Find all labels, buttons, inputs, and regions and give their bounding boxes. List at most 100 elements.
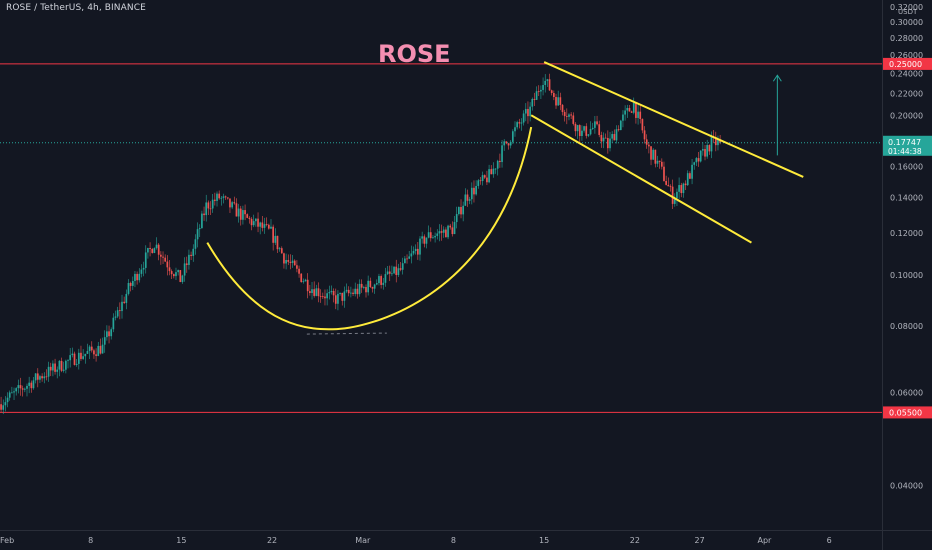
candle-body [375,283,378,285]
candle-body [73,353,76,365]
candle-body [311,289,313,293]
candle-body [378,276,380,284]
x-tick-label: 15 [539,536,549,545]
candle-body [103,337,106,345]
candle-body [95,354,97,356]
candle-body [704,149,706,157]
candle-body [665,180,667,185]
candle-body [293,260,296,266]
candle-body [36,373,39,380]
candle-body [13,391,15,393]
candle-body [470,187,473,200]
candle-body [337,293,339,304]
candle-body [201,213,203,229]
candle-body [568,114,570,117]
candle-body [401,263,404,270]
candle-body [350,292,352,294]
candle-body [365,287,367,293]
candle-body [477,180,480,186]
candle-body [397,268,400,276]
channel-lower-line[interactable] [530,114,752,244]
candle-body [326,293,328,299]
y-tick-label: 0.12000 [890,229,923,238]
candle-body [639,111,642,119]
candle-body [106,331,108,338]
candle-body [116,310,119,317]
cup-curve[interactable] [206,126,533,331]
candle-body [445,229,447,238]
channel-upper-line[interactable] [543,61,804,178]
candle-body [507,143,510,146]
candle-body [339,292,341,294]
candle-body [317,288,320,297]
candle-body [421,236,423,239]
candle-body [315,288,318,296]
candle-body [354,288,357,295]
y-tick-label: 0.04000 [890,482,923,491]
candle-body [576,125,579,132]
time-axis [0,530,882,550]
candle-body [84,353,87,357]
candle-body [531,98,534,107]
horizontal-level-tag [883,57,932,70]
candle-body [162,256,164,258]
candle-body [324,296,326,299]
candle-body [309,291,311,293]
candle-body [561,104,564,113]
candle-body [503,141,506,146]
candle-body [341,292,344,301]
candle-body [332,290,335,296]
candle-body [142,267,145,270]
x-tick-label: 22 [267,536,277,545]
candle-body [267,224,270,229]
candle-body [386,271,389,275]
candle-body [207,202,210,209]
candle-body [123,301,126,303]
candle-body [265,224,268,225]
candle-body [486,177,488,183]
candle-body [412,251,415,254]
x-tick-label: 22 [630,536,640,545]
candle-body [296,265,298,269]
candle-body [416,248,419,255]
candle-body [129,282,132,286]
candle-body [408,256,411,259]
candle-body [242,210,244,220]
candle-body [313,289,316,296]
horizontal-level-tag [883,406,932,419]
candle-body [462,205,465,215]
candle-body [93,350,95,355]
symbol-header: ROSE / TetherUS, 4h, BINANCE [6,3,146,13]
candle-body [652,149,655,160]
candle-body [706,145,709,157]
candle-body [382,282,385,285]
candle-body [276,235,279,250]
candle-body [259,222,262,227]
candle-body [598,124,601,135]
candle-body [155,244,158,249]
candle-body [719,139,721,143]
candle-body [300,273,303,283]
y-tick-label: 0.24000 [890,69,923,78]
candle-body [23,388,26,390]
candle-body [352,292,354,295]
candle-body [47,366,50,377]
current-price-label: 0.17747 [888,138,921,147]
candle-body [680,185,683,194]
candle-body [224,196,227,198]
candle-body [278,248,281,250]
candle-body [15,388,18,392]
candle-body [302,281,305,283]
candle-body [667,184,670,187]
candle-body [492,168,495,175]
candle-body [527,108,529,117]
candle-body [252,221,255,226]
candle-body [663,166,665,181]
candle-body [684,183,687,186]
candle-body [686,173,689,186]
candle-body [343,291,346,301]
candle-body [518,122,521,124]
candle-body [43,376,46,379]
candle-body [514,127,516,132]
